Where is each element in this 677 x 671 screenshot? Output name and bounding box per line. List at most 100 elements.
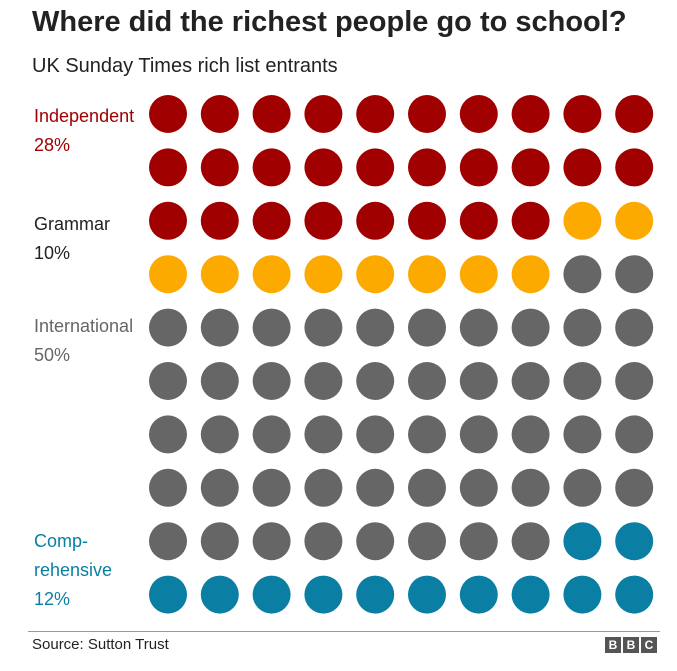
dot-international [563,468,602,507]
dot-comprehensive [200,575,239,614]
dot-independent [200,201,239,240]
dot-independent [563,95,602,133]
dot-comprehensive [252,575,291,614]
dot-comprehensive [408,575,446,614]
dot-international [356,415,395,454]
dot-independent [459,95,498,133]
dot-comprehensive [459,575,498,614]
dot-international [252,415,291,454]
dot-independent [356,95,395,133]
dot-international [252,308,291,347]
dot-grammar [511,255,550,294]
dot-international [356,362,395,400]
dot-international [408,415,446,454]
label-grammar: Grammar 10% [34,210,110,268]
dot-independent [304,95,343,133]
dot-international [149,522,187,561]
dot-grammar [200,255,239,294]
dot-grammar [408,255,446,294]
dot-independent [149,148,187,187]
dot-international [149,362,187,400]
dot-independent [408,148,446,187]
dot-international [459,522,498,561]
dot-international [408,468,446,507]
source-note: Source: Sutton Trust [32,636,169,653]
dot-independent [356,201,395,240]
dot-international [304,362,343,400]
dot-independent [511,95,550,133]
label-independent: Independent 28% [34,102,134,160]
dot-international [149,468,187,507]
dot-comprehensive [149,575,187,614]
dot-comprehensive [511,575,550,614]
chart-title: Where did the richest people go to schoo… [32,6,627,38]
dot-grammar [459,255,498,294]
dot-international [563,308,602,347]
dot-international [615,415,654,454]
dot-comprehensive [615,522,654,561]
dot-independent [459,148,498,187]
dot-international [615,362,654,400]
dot-grammar [563,201,602,240]
dot-independent [200,148,239,187]
dot-international [563,362,602,400]
dot-international [356,522,395,561]
dot-international [200,308,239,347]
dot-independent [252,201,291,240]
dot-independent [252,148,291,187]
dot-grammar [149,255,187,294]
dot-independent [149,95,187,133]
waffle-grid [149,95,654,614]
dot-grammar [252,255,291,294]
label-international-percent: 50% [34,345,71,365]
dot-international [200,362,239,400]
dot-international [149,308,187,347]
label-independent-percent: 28% [34,135,71,155]
dot-international [563,255,602,294]
dot-comprehensive [615,575,654,614]
dot-international [511,362,550,400]
dot-independent [304,201,343,240]
dot-independent [149,201,187,240]
footer-rule [28,631,660,632]
dot-international [459,362,498,400]
label-comprehensive: Comp- rehensive 12% [34,527,112,614]
dot-international [459,415,498,454]
dot-grammar [304,255,343,294]
dot-comprehensive [563,522,602,561]
dot-independent [563,148,602,187]
dot-comprehensive [304,575,343,614]
dot-international [408,522,446,561]
dot-international [356,308,395,347]
dot-international [304,522,343,561]
dot-international [408,362,446,400]
label-comprehensive-percent: 12% [34,589,71,609]
dot-international [615,308,654,347]
dot-independent [511,148,550,187]
dot-independent [408,95,446,133]
dot-international [304,468,343,507]
bbc-logo-letter: B [623,637,639,653]
label-grammar-name: Grammar [34,214,110,234]
dot-independent [615,95,654,133]
label-international: International 50% [34,312,133,370]
label-comprehensive-line2: rehensive [34,560,113,580]
dot-independent [252,95,291,133]
dot-international [200,468,239,507]
dot-international [511,415,550,454]
dot-international [149,415,187,454]
dot-international [304,415,343,454]
dot-independent [304,148,343,187]
label-grammar-percent: 10% [34,243,71,263]
dot-independent [408,201,446,240]
dot-international [511,468,550,507]
dot-international [408,308,446,347]
bbc-logo-letter: B [605,637,621,653]
dot-international [511,522,550,561]
dot-international [252,522,291,561]
dot-comprehensive [563,575,602,614]
dot-international [459,308,498,347]
dot-international [200,415,239,454]
label-comprehensive-line1: Comp- [34,531,89,551]
dot-international [615,255,654,294]
